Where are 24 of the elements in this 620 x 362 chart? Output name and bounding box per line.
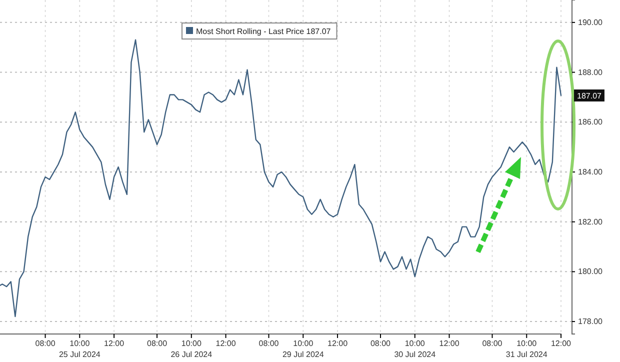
x-tick-label: 08:00 xyxy=(370,339,392,348)
legend-label: Most Short Rolling - Last Price 187.07 xyxy=(196,27,332,36)
x-tick-label: 10:00 25 Jul 2024 xyxy=(58,339,101,359)
x-tick-label: 08:00 xyxy=(258,339,280,348)
x-tick-label: 08:00 xyxy=(147,339,168,348)
x-tick-label: 10:00 29 Jul 2024 xyxy=(282,339,324,359)
annotation: 187.07 xyxy=(577,91,602,100)
y-tick-label: 190.00 xyxy=(578,18,604,27)
x-tick-label: 12:00 xyxy=(216,339,236,348)
x-tick-label: 10:00 30 Jul 2024 xyxy=(394,339,436,359)
x-tick-label: 12:00 xyxy=(328,339,348,348)
y-tick-label: 186.00 xyxy=(578,118,604,127)
x-tick-label: 10:00 31 Jul 2024 xyxy=(506,339,548,359)
x-tick-label: 12:00 xyxy=(104,339,125,348)
x-tick-label: 08:00 xyxy=(482,339,503,348)
x-tick-label: 12:00 xyxy=(550,339,572,348)
x-tick-label: 12:00 xyxy=(439,339,460,348)
y-tick-label: 188.00 xyxy=(578,68,604,77)
y-tick-label: 180.00 xyxy=(578,267,604,276)
x-tick-label: 08:00 xyxy=(35,339,56,348)
x-tick-label: 10:00 26 Jul 2024 xyxy=(170,339,213,359)
y-tick-label: 184.00 xyxy=(578,168,604,177)
y-tick-label: 182.00 xyxy=(578,217,604,226)
y-tick-label: 178.00 xyxy=(578,317,604,326)
